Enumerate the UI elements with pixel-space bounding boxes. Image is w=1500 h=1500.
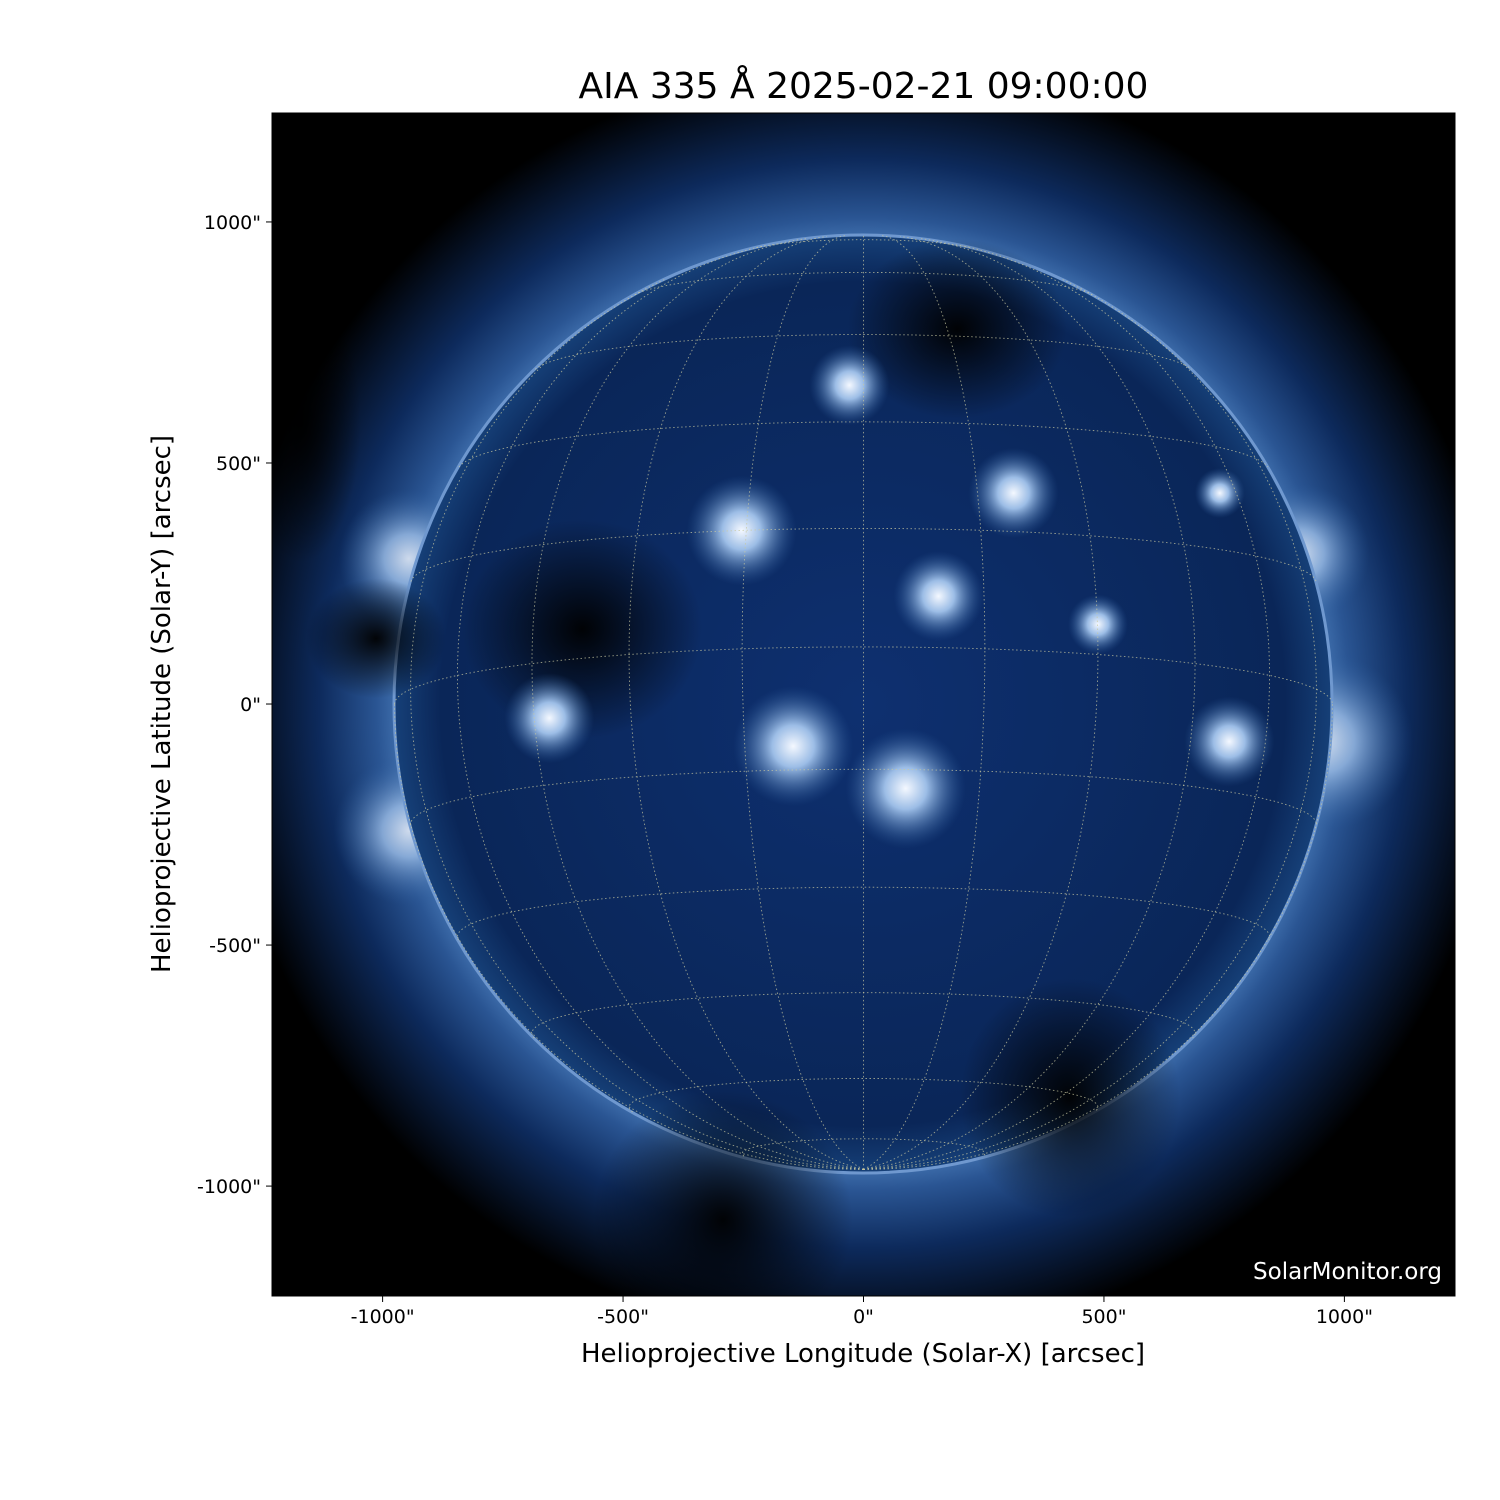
- coronal-hole: [305, 578, 446, 699]
- latitude-grid-line: [456, 886, 1271, 941]
- coronal-hole: [272, 282, 361, 563]
- solar-disk: [392, 233, 1334, 1175]
- longitude-grid-line: [863, 278, 1317, 1170]
- active-region: [686, 475, 797, 586]
- active-region: [1067, 594, 1128, 655]
- active-region: [968, 448, 1059, 539]
- active-region: [733, 686, 854, 807]
- x-tick-label: 0": [853, 1306, 874, 1328]
- active-region: [504, 673, 595, 764]
- chart-title: AIA 335 Å 2025-02-21 09:00:00: [578, 66, 1149, 107]
- x-tick-label: -1000": [351, 1306, 415, 1328]
- coronal-hole: [592, 1089, 853, 1296]
- active-region: [893, 551, 984, 642]
- y-tick-label: 500": [216, 453, 261, 475]
- latitude-grid-line: [410, 527, 1317, 582]
- watermark: SolarMonitor.org: [1253, 1259, 1442, 1285]
- longitude-grid-line: [863, 236, 1099, 1170]
- y-tick-label: -500": [209, 935, 261, 957]
- x-tick-label: 1000": [1316, 1306, 1373, 1328]
- longitude-grid-line: [863, 238, 1196, 1170]
- longitude-grid-line: [531, 238, 864, 1170]
- active-region: [1194, 468, 1245, 519]
- active-region: [1184, 696, 1275, 787]
- longitude-grid-line: [628, 236, 864, 1170]
- coronal-hole: [847, 238, 1068, 419]
- latitude-grid-line: [410, 768, 1317, 826]
- y-tick-label: 0": [240, 694, 261, 716]
- y-tick-label: 1000": [204, 212, 261, 234]
- coronal-hole: [959, 977, 1180, 1218]
- x-tick-label: 500": [1081, 1306, 1126, 1328]
- active-region: [845, 728, 966, 849]
- y-tick-label: -1000": [197, 1176, 261, 1198]
- y-axis-label: Helioprojective Latitude (Solar-Y) [arcs…: [147, 435, 177, 973]
- x-axis-label: Helioprojective Longitude (Solar-X) [arc…: [581, 1339, 1145, 1369]
- longitude-grid-line: [410, 278, 864, 1170]
- active-region: [809, 345, 890, 426]
- latitude-grid-line: [534, 334, 1193, 370]
- x-tick-label: -500": [597, 1306, 649, 1328]
- latitude-grid-line: [531, 992, 1196, 1039]
